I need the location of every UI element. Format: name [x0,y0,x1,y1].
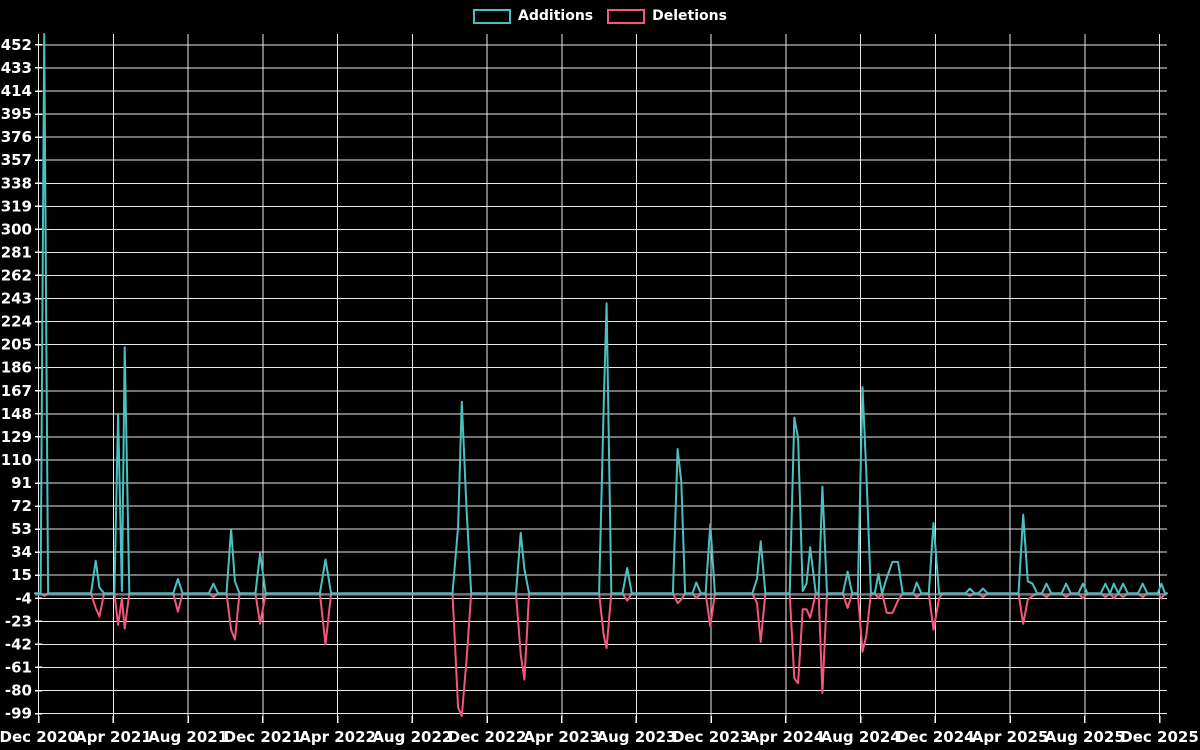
y-axis-label: 186 [1,359,32,377]
deletions-swatch-icon [607,8,646,24]
x-axis-label: Dec 2025 [1120,728,1199,746]
y-axis-label: -61 [5,658,32,676]
y-axis-label: 357 [1,151,32,169]
x-axis-label: Aug 2024 [821,728,901,746]
y-axis-label: 452 [1,36,32,54]
y-axis-label: 53 [11,520,32,538]
x-axis-label: Dec 2023 [672,728,751,746]
y-axis-label: 34 [11,543,32,561]
x-axis-label: Aug 2025 [1045,728,1125,746]
y-axis-label: 319 [1,197,32,215]
y-axis-label: 414 [1,82,32,100]
y-axis-label: 148 [1,405,32,423]
y-axis-label: -23 [5,612,32,630]
legend-label-additions: Additions [518,8,594,24]
additions-line [34,33,1168,595]
y-axis-label: 129 [1,428,32,446]
x-axis-label: Dec 2020 [0,728,78,746]
x-axis-label: Dec 2022 [448,728,527,746]
y-axis-label: 205 [1,336,32,354]
y-axis-label: 395 [1,105,32,123]
legend-label-deletions: Deletions [652,8,727,24]
y-axis-label: 338 [1,174,32,192]
y-axis-label: 262 [1,266,32,284]
additions-swatch-icon [473,8,512,24]
x-axis-label: Aug 2021 [148,728,228,746]
y-axis-label: -80 [5,682,32,700]
y-axis-label: 110 [1,451,32,469]
y-axis-label: 376 [1,128,32,146]
y-axis-label: 300 [1,220,32,238]
y-axis-label: 224 [1,313,32,331]
legend-item-additions[interactable]: Additions [473,8,593,24]
legend-item-deletions[interactable]: Deletions [607,8,727,24]
y-axis-label: -42 [5,635,32,653]
deletions-line [34,592,1168,717]
x-axis-label: Apr 2021 [75,728,152,746]
x-axis-label: Dec 2024 [896,728,975,746]
x-axis-label: Apr 2025 [972,728,1049,746]
y-axis-label: 281 [1,243,32,261]
x-axis-label: Dec 2021 [224,728,303,746]
chart-legend: Additions Deletions [0,8,1200,24]
x-axis-label: Apr 2024 [748,728,825,746]
x-axis-label: Apr 2023 [523,728,600,746]
y-axis-label: -4 [15,589,32,607]
y-axis-label: 433 [1,59,32,77]
y-axis-label: 91 [11,474,32,492]
x-axis-label: Apr 2022 [299,728,376,746]
y-axis-label: -99 [5,705,32,723]
y-axis-label: 72 [11,497,32,515]
y-axis-label: 243 [1,290,32,308]
x-axis-label: Aug 2023 [596,728,676,746]
y-axis-label: 167 [1,382,32,400]
x-axis-label: Aug 2022 [372,728,452,746]
y-axis-label: 15 [11,566,32,584]
